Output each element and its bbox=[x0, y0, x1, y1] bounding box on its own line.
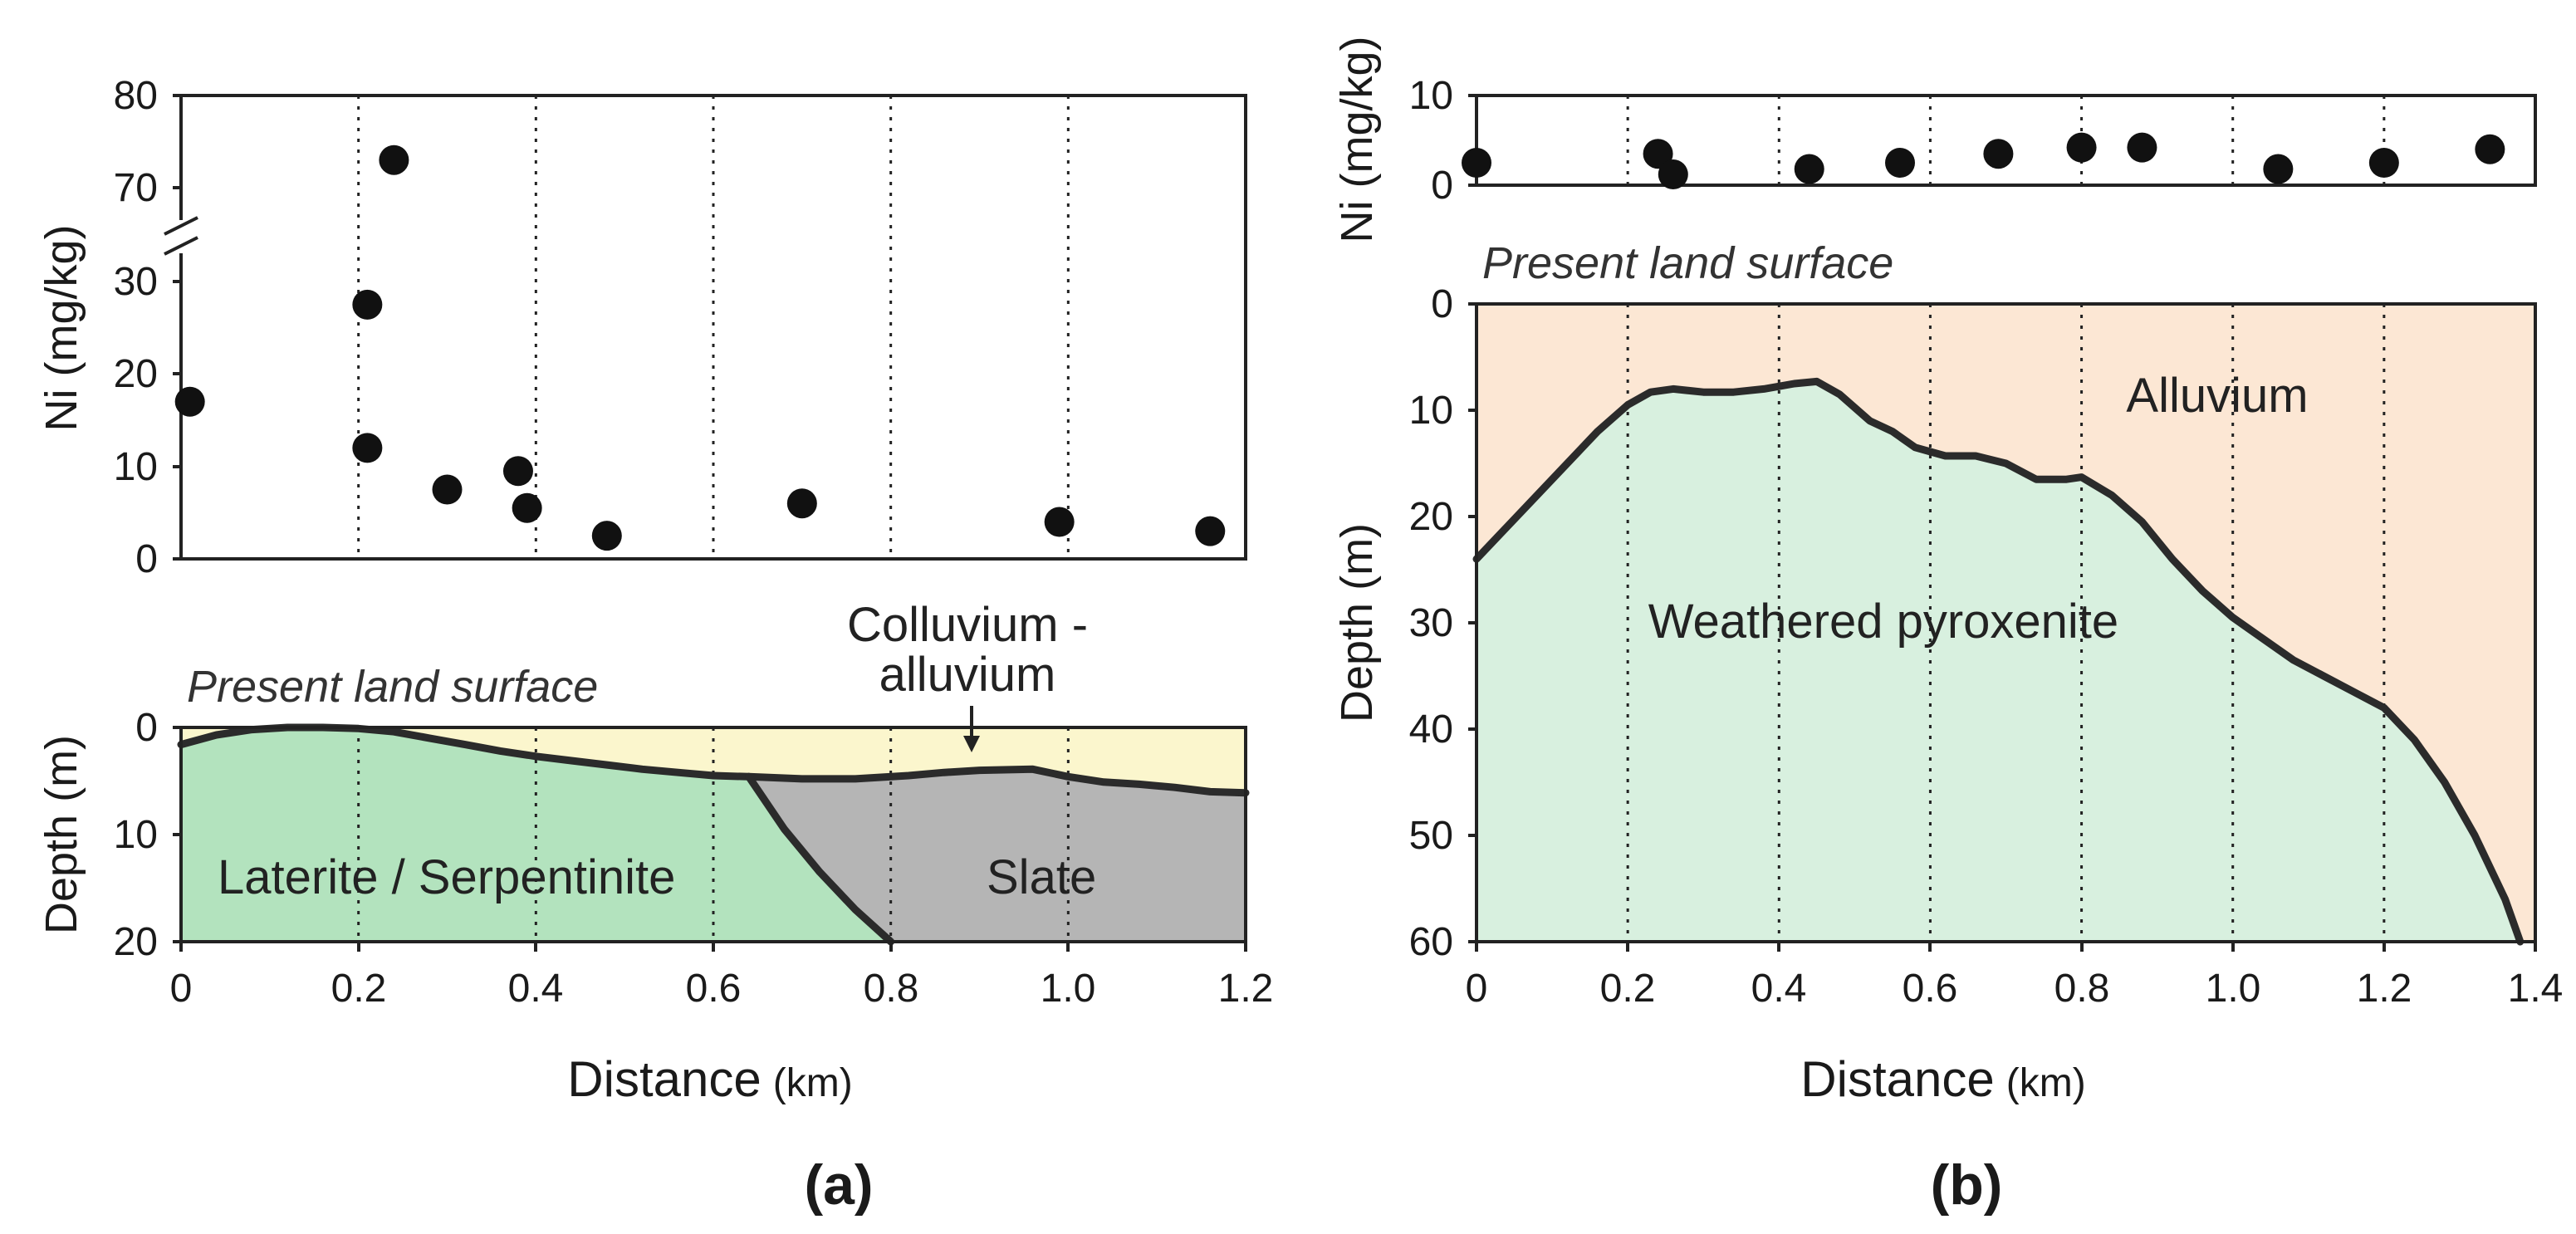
panel-b-ni-y-ticks bbox=[1468, 94, 1477, 187]
weathered-pyroxenite-label: Weathered pyroxenite bbox=[1648, 595, 2118, 649]
panel-a-ni-frame bbox=[179, 94, 1247, 561]
b-xtick-1.2: 1.2 bbox=[2357, 967, 2412, 1011]
slate-region bbox=[748, 769, 1246, 942]
panel-a-profile-plot: Present land surface Laterite / Serpenti… bbox=[37, 598, 1273, 1217]
b-ni-data-point bbox=[1643, 139, 1673, 169]
b-depth-ytick-30: 30 bbox=[1409, 601, 1453, 645]
b-depth-ytick-50: 50 bbox=[1409, 814, 1453, 858]
b-ni-data-point bbox=[2263, 154, 2294, 184]
b-x-axis-label: Distance (km) bbox=[1800, 1051, 2085, 1107]
axis-break-marks bbox=[164, 216, 198, 256]
a-ni-data-point bbox=[1044, 507, 1075, 537]
b-alluvium-bedrock-boundary bbox=[1472, 377, 2525, 946]
a-x-axis-label: Distance (km) bbox=[567, 1051, 852, 1107]
a-ni-data-point bbox=[502, 456, 533, 487]
b-ni-data-point bbox=[1794, 154, 1824, 184]
panel-a-ni-grid bbox=[357, 95, 1070, 559]
a-depth-ytick-10: 10 bbox=[114, 813, 158, 857]
b-x-axis-label-text: Distance bbox=[1800, 1051, 1994, 1107]
b-ni-data-point bbox=[1983, 139, 2014, 169]
b-xtick-0.8: 0.8 bbox=[2054, 967, 2110, 1011]
a-ni-ytick-30: 30 bbox=[114, 260, 158, 304]
b-ni-data-point bbox=[2127, 132, 2157, 163]
b-depth-ytick-0: 0 bbox=[1431, 282, 1453, 326]
panel-b-ni-points bbox=[1462, 132, 2505, 190]
panel-b-profile-ticks bbox=[1468, 302, 2537, 952]
b-ni-data-point bbox=[2066, 132, 2097, 163]
a-xtick-0: 0 bbox=[170, 967, 193, 1011]
a-x-axis-label-text: Distance bbox=[567, 1051, 761, 1107]
b-x-axis-label-unit: (km) bbox=[2006, 1061, 2086, 1105]
a-ni-ytick-20: 20 bbox=[114, 352, 158, 396]
a-ni-data-point bbox=[591, 521, 622, 551]
b-ni-ytick-0: 0 bbox=[1431, 164, 1453, 208]
a-xtick-0.6: 0.6 bbox=[686, 967, 742, 1011]
alluvium-label: Alluvium bbox=[2126, 369, 2308, 423]
a-ni-data-point bbox=[352, 289, 383, 320]
a-depth-ytick-20: 20 bbox=[114, 920, 158, 964]
colluvium-label-line1: Colluvium - bbox=[847, 598, 1088, 652]
a-lithologic-contact-line bbox=[745, 772, 895, 946]
b-depth-ytick-60: 60 bbox=[1409, 920, 1453, 964]
a-xtick-0.8: 0.8 bbox=[864, 967, 919, 1011]
b-ni-ytick-10: 10 bbox=[1409, 74, 1453, 118]
b-depth-ytick-10: 10 bbox=[1409, 389, 1453, 433]
a-ni-data-point bbox=[786, 488, 817, 519]
b-ni-data-point bbox=[1462, 148, 1491, 178]
b-present-land-surface: Present land surface bbox=[1482, 238, 1893, 288]
panel-a-profile-ticks bbox=[173, 726, 1247, 952]
b-ni-data-point bbox=[1885, 148, 1915, 178]
b-xtick-0.6: 0.6 bbox=[1903, 967, 1958, 1011]
panel-b-ni-plot: 10 0 Ni (mg/kg) bbox=[1332, 36, 2537, 243]
b-ni-data-point bbox=[2475, 134, 2505, 164]
a-ni-ytick-80: 80 bbox=[114, 74, 158, 118]
a-ni-ytick-70: 70 bbox=[114, 166, 158, 210]
a-x-axis-label-unit: (km) bbox=[773, 1061, 853, 1105]
a-present-land-surface: Present land surface bbox=[187, 662, 598, 712]
a-ni-y-axis-label: Ni (mg/kg) bbox=[37, 224, 86, 431]
b-xtick-0: 0 bbox=[1466, 967, 1488, 1011]
panel-b-label: (b) bbox=[1931, 1153, 2003, 1217]
b-depth-y-axis-label: Depth (m) bbox=[1332, 523, 1382, 722]
a-xtick-1.0: 1.0 bbox=[1041, 967, 1096, 1011]
a-slate-top-line bbox=[745, 765, 1250, 797]
panel-a-profile-grid bbox=[357, 727, 1070, 942]
a-ni-data-point bbox=[1195, 516, 1226, 546]
laterite-serpentinite-region bbox=[181, 727, 891, 942]
a-xtick-0.4: 0.4 bbox=[508, 967, 564, 1011]
a-ni-data-point bbox=[379, 144, 409, 175]
panel-a-ni-y-ticks bbox=[173, 94, 181, 561]
b-xtick-1.4: 1.4 bbox=[2508, 967, 2564, 1011]
a-ni-data-point bbox=[174, 386, 205, 417]
b-xtick-0.4: 0.4 bbox=[1751, 967, 1807, 1011]
a-ni-data-point bbox=[432, 474, 463, 505]
panel-b-profile-grid bbox=[1626, 304, 2386, 942]
a-depth-ytick-0: 0 bbox=[135, 706, 158, 750]
a-ni-ytick-10: 10 bbox=[114, 445, 158, 489]
panel-a-ni-points bbox=[174, 144, 1226, 551]
slate-label: Slate bbox=[987, 850, 1096, 904]
b-depth-ytick-40: 40 bbox=[1409, 708, 1453, 752]
colluvium-arrow bbox=[963, 706, 980, 752]
a-depth-y-axis-label: Depth (m) bbox=[37, 735, 86, 934]
b-xtick-1.0: 1.0 bbox=[2206, 967, 2261, 1011]
b-ni-data-point bbox=[1658, 159, 1688, 190]
panel-b-ni-frame bbox=[1475, 94, 2537, 187]
a-ni-data-point bbox=[352, 433, 383, 463]
panel-a-ni-plot: 80 70 30 20 10 0 Ni (mg/kg) bbox=[37, 74, 1247, 581]
panel-b-profile-plot: Present land surface Alluvium Weathered … bbox=[1332, 238, 2563, 1217]
weathered-pyroxenite-region bbox=[1477, 381, 2520, 942]
a-ni-data-point bbox=[512, 492, 542, 523]
b-ni-y-axis-label: Ni (mg/kg) bbox=[1332, 36, 1382, 242]
panel-a-label: (a) bbox=[804, 1153, 873, 1217]
a-ni-ytick-0: 0 bbox=[135, 537, 158, 581]
laterite-serpentinite-label: Laterite / Serpentinite bbox=[218, 850, 675, 904]
a-xtick-0.2: 0.2 bbox=[331, 967, 387, 1011]
b-ni-data-point bbox=[2368, 148, 2399, 178]
a-xtick-1.2: 1.2 bbox=[1218, 967, 1274, 1011]
colluvium-label-line2: alluvium bbox=[879, 648, 1056, 702]
b-depth-ytick-20: 20 bbox=[1409, 495, 1453, 539]
b-xtick-0.2: 0.2 bbox=[1600, 967, 1656, 1011]
